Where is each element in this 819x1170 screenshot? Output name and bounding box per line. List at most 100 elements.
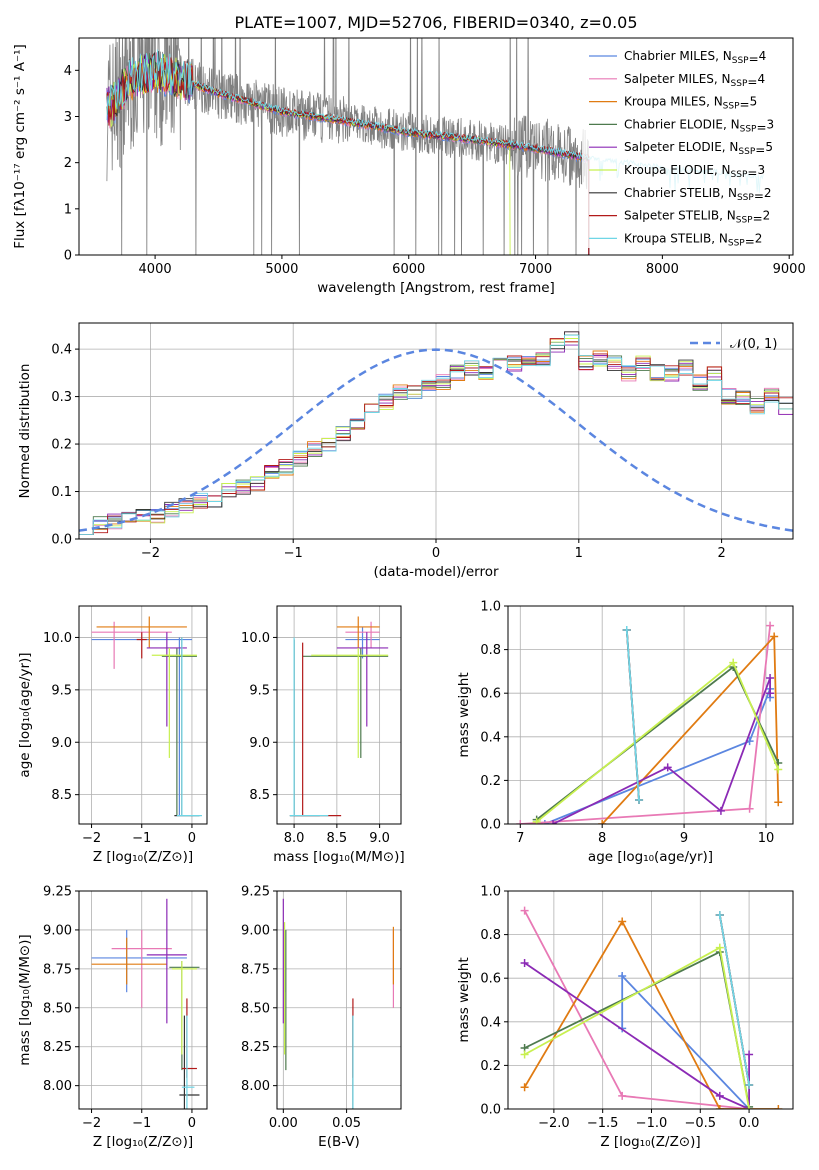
legend-label: Salpeter ELODIE <box>624 140 722 154</box>
weight-marker <box>715 1105 724 1109</box>
weight-marker <box>618 972 627 981</box>
data-point-7 <box>294 642 342 817</box>
y-tick-label: 8.75 <box>43 962 72 977</box>
legend-entry: Salpeter MILES, NSSP=4 <box>624 72 765 89</box>
weight-marker <box>520 906 529 915</box>
data-point-4 <box>146 898 187 1024</box>
x-tick-label: −2.0 <box>538 1116 570 1131</box>
legend-label: Salpeter STELIB <box>624 209 719 223</box>
y-tick-label: 8.50 <box>43 1001 72 1016</box>
y-tick-label: 0.6 <box>480 687 501 702</box>
x-tick-label: 1 <box>575 546 583 561</box>
panel-spectrum: 4000 5000 6000 7000 8000 9000 0 1 2 3 4 wavelength … <box>12 13 806 296</box>
weight-marker <box>774 765 783 774</box>
weight-line-0 <box>544 688 771 824</box>
x-tick-label: −2 <box>141 546 160 561</box>
legend-label: Chabrier STELIB <box>624 186 720 200</box>
legend-n-value: 3 <box>767 117 775 131</box>
x-tick-label: 0.00 <box>269 1116 298 1131</box>
y-tick-label: 0.4 <box>480 730 501 745</box>
x-tick-label: −1 <box>284 546 303 561</box>
y-tick-label: 8.00 <box>43 1079 72 1094</box>
x-tick-label: 8.5 <box>327 831 348 846</box>
x-tick-label: 7 <box>516 831 524 846</box>
y-tick-label: 8.50 <box>241 1001 270 1016</box>
legend-subscript: SSP <box>738 147 755 157</box>
y-tick-label: 1.0 <box>480 600 501 615</box>
weight-marker <box>745 1081 754 1090</box>
weight-marker <box>520 1083 529 1092</box>
axes-frame <box>276 605 402 825</box>
data-point-8 <box>181 1015 195 1109</box>
y-tick-label: 10.0 <box>43 631 72 646</box>
legend-box <box>582 42 790 248</box>
data-point-2 <box>336 616 380 648</box>
model-spectrum-7 <box>106 54 590 255</box>
residual-histogram-2 <box>79 338 793 535</box>
legend-n-prefix: , N <box>719 209 736 223</box>
chart-title: PLATE=1007, MJD=52706, FIBERID=0340, z=0… <box>234 13 637 32</box>
panel-residuals: −2 −1 0 1 2 0.0 0.1 0.2 0.3 0.4 (data-model)/error… <box>17 322 794 580</box>
legend-subscript: SSP <box>740 124 757 134</box>
residual-histogram-8 <box>79 334 793 535</box>
legend-n-prefix: , N <box>720 186 737 200</box>
y-axis-label: mass weight <box>456 672 472 757</box>
weight-marker <box>745 804 754 813</box>
legend-label: Salpeter MILES <box>624 72 714 86</box>
y-tick-label: 9.5 <box>51 683 72 698</box>
y-tick-label: 2 <box>64 156 72 171</box>
y-tick-label: 8.25 <box>43 1040 72 1055</box>
legend-n-value: 5 <box>750 95 758 109</box>
weight-marker <box>766 689 775 698</box>
y-axis-label: mass weight <box>456 957 472 1042</box>
data-point-0 <box>91 929 187 993</box>
x-tick-label: −2 <box>82 1116 101 1131</box>
x-tick-label: −1 <box>132 1116 151 1131</box>
weight-marker <box>520 958 529 967</box>
y-tick-label: 9.0 <box>51 736 72 751</box>
legend-entry: Chabrier STELIB, NSSP=2 <box>624 186 772 203</box>
data-point-8 <box>289 637 329 817</box>
legend-subscript: SSP <box>728 238 745 248</box>
legend-entry: Salpeter ELODIE, NSSP=5 <box>624 140 773 157</box>
weight-marker <box>540 820 549 824</box>
x-tick-label: −0.5 <box>684 1116 716 1131</box>
legend-entry: Salpeter STELIB, NSSP=2 <box>624 209 770 226</box>
data-point-3 <box>161 647 197 816</box>
weight-marker <box>532 817 541 824</box>
data-point-3 <box>302 647 389 758</box>
y-tick-label: 0.0 <box>480 818 501 833</box>
x-tick-label: 4000 <box>139 262 172 277</box>
y-tick-label: 1 <box>64 202 72 217</box>
y-tick-label: 0.6 <box>480 972 501 987</box>
y-tick-label: 3 <box>64 110 72 125</box>
weight-marker <box>618 1091 627 1100</box>
axes-frame <box>78 890 208 1110</box>
x-axis-label: age [log₁₀(age/yr)] <box>588 849 713 865</box>
weight-line-1 <box>520 625 771 824</box>
weight-marker <box>622 625 631 634</box>
plot-area <box>520 906 783 1109</box>
legend-label: Chabrier MILES <box>624 49 715 63</box>
y-axis-label: age [log₁₀(age/yr)] <box>17 652 33 777</box>
weight-marker <box>598 820 607 824</box>
x-tick-label: 0.05 <box>332 1116 361 1131</box>
residual-histogram-3 <box>79 334 793 535</box>
y-tick-label: 0.8 <box>480 643 501 658</box>
x-axis-label: Z [log₁₀(Z/Z⊙)] <box>93 849 193 865</box>
y-tick-label: 1.0 <box>480 885 501 900</box>
data-point-5 <box>171 961 197 1055</box>
legend-n-value: 3 <box>757 163 765 177</box>
weight-marker <box>770 632 779 641</box>
x-tick-label: −1 <box>132 831 151 846</box>
y-tick-label: 8.00 <box>241 1079 270 1094</box>
legend-n-value: 4 <box>757 72 765 86</box>
y-tick-label: 0.0 <box>480 1103 501 1118</box>
weight-line-4 <box>552 677 771 824</box>
y-tick-label: 8.5 <box>51 788 72 803</box>
data-point-5 <box>151 647 197 758</box>
x-tick-label: 9000 <box>773 262 806 277</box>
legend-entry: Kroupa STELIB, NSSP=2 <box>624 231 762 248</box>
plot-area <box>79 331 793 535</box>
panel-age_vs_mass: 8.0 8.5 9.0 8.5 9.0 9.5 10.0 mass [log₁₀(M/M⊙)] <box>241 605 405 865</box>
